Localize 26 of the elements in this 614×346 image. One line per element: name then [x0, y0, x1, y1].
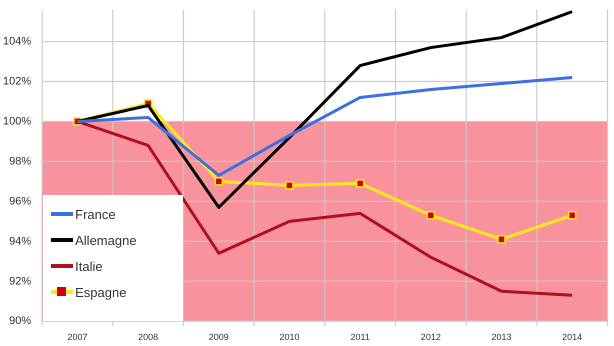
- legend-label: France: [75, 206, 116, 222]
- y-tick-label: 98%: [9, 155, 32, 168]
- y-tick-label: 92%: [9, 275, 32, 288]
- y-tick-label: 102%: [2, 76, 32, 88]
- y-tick-label: 100%: [2, 115, 32, 128]
- x-tick-label: 2008: [138, 332, 158, 342]
- x-tick-label: 2012: [420, 332, 441, 342]
- point: [214, 177, 224, 186]
- x-tick-label: 2011: [350, 332, 370, 342]
- point: [568, 211, 576, 220]
- x-tick-label: 2010: [279, 332, 300, 342]
- legend-label: Italie: [75, 258, 103, 274]
- y-tick-label: 96%: [9, 195, 32, 208]
- x-tick-label: 2009: [208, 332, 229, 342]
- point: [356, 179, 364, 188]
- point: [497, 235, 506, 244]
- x-tick-label: 2007: [67, 332, 88, 342]
- y-tick-label: 94%: [9, 235, 32, 248]
- legend-label: Espagne: [75, 284, 126, 300]
- point: [285, 181, 294, 190]
- x-tick-label: 2013: [491, 332, 512, 342]
- x-tick-label: 2014: [562, 332, 582, 342]
- legend-label: Allemagne: [75, 232, 137, 248]
- y-tick-label: 90%: [9, 315, 32, 328]
- y-tick-label: 104%: [2, 36, 32, 48]
- point: [426, 211, 436, 220]
